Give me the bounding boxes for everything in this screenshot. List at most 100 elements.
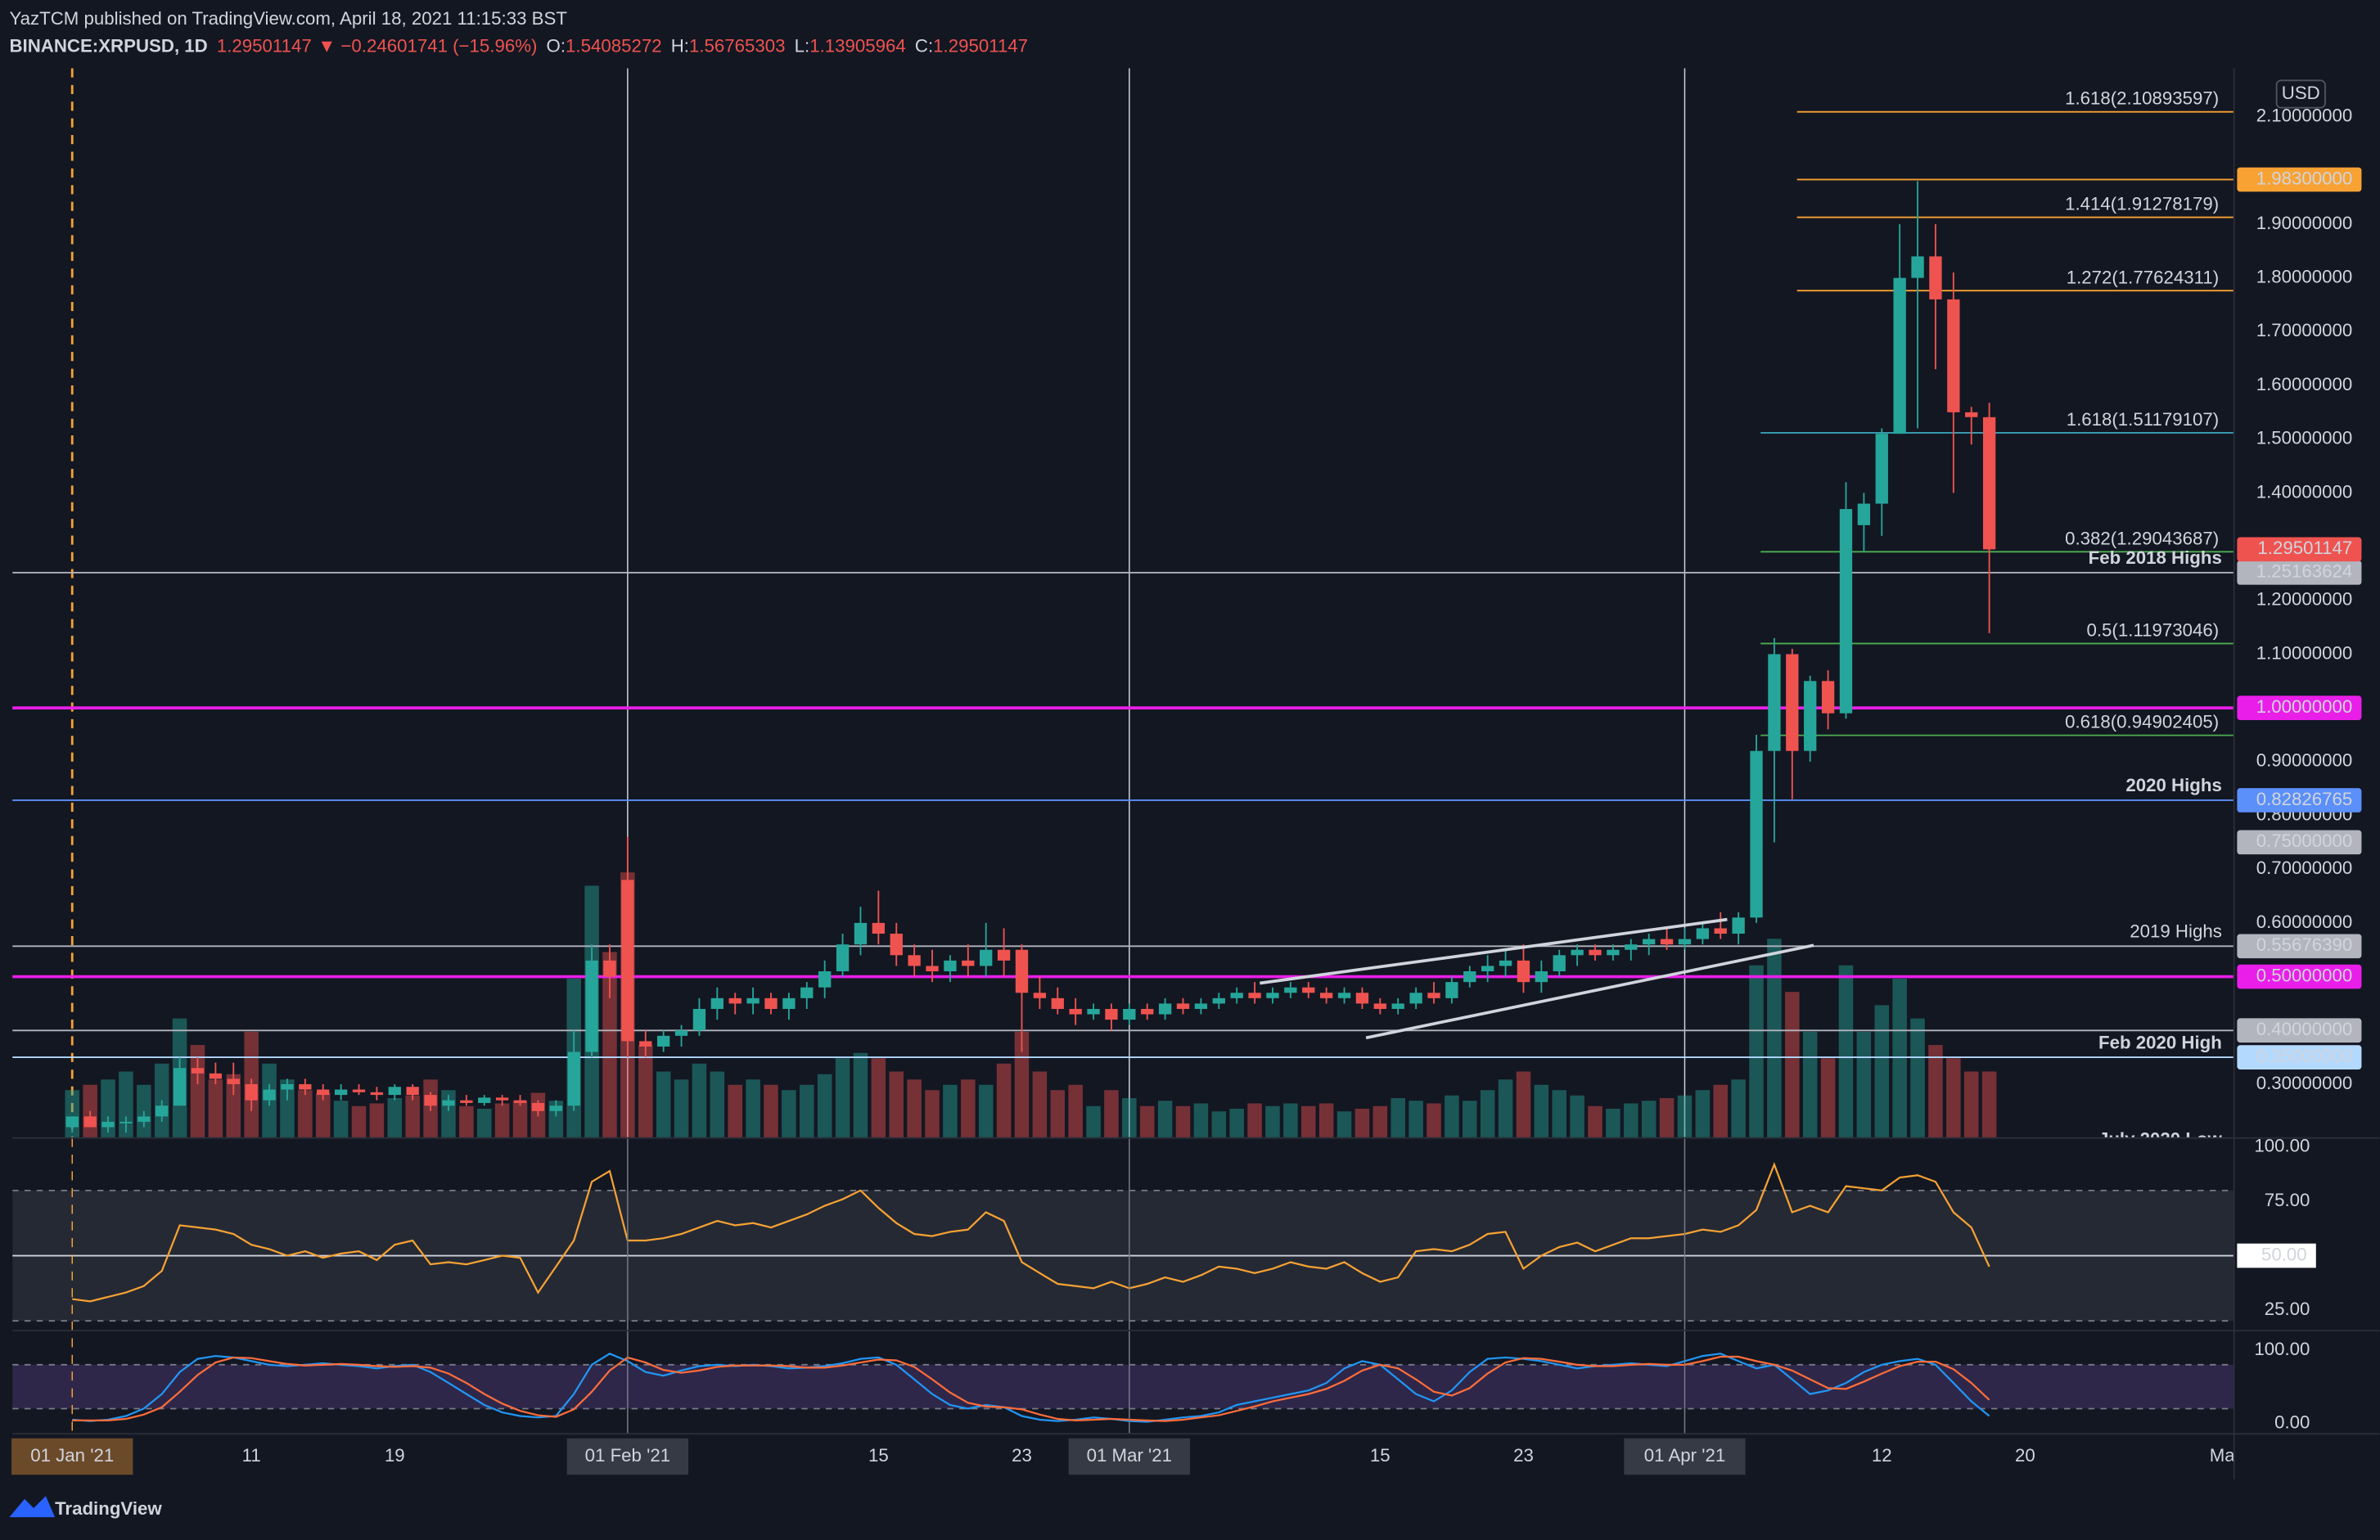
- candle-body: [424, 1095, 437, 1106]
- candle-body: [209, 1073, 223, 1079]
- candle-body: [818, 971, 832, 988]
- volume-bar: [494, 1103, 510, 1138]
- price-tag: [2237, 830, 2362, 855]
- candle-body: [388, 1087, 401, 1096]
- candle-body: [944, 960, 957, 972]
- y-tick-label: 2.10000000: [2256, 105, 2353, 125]
- volume-bar: [1122, 1097, 1137, 1138]
- volume-bar: [1624, 1103, 1639, 1138]
- x-tick-box: [1624, 1438, 1746, 1475]
- symbol: BINANCE:XRPUSD, 1D: [9, 35, 207, 56]
- volume-bar: [1014, 1031, 1030, 1138]
- volume-bar: [405, 1095, 420, 1138]
- price-tag-label: 0.35000000: [2256, 1046, 2353, 1066]
- volume-bar: [1534, 1084, 1549, 1138]
- symbol-line: BINANCE:XRPUSD, 1D 1.29501147 ▼ −0.2460174…: [9, 35, 1028, 56]
- candle-body: [872, 922, 886, 934]
- candle-body: [442, 1100, 455, 1106]
- level-label: 1.618(2.10893597): [2065, 88, 2219, 109]
- volume-bar: [1659, 1097, 1675, 1138]
- volume-bar: [602, 952, 617, 1138]
- volume-bar: [1086, 1105, 1101, 1138]
- volume-bar: [1802, 1031, 1818, 1138]
- candle-body: [926, 966, 939, 972]
- candle-body: [692, 1008, 706, 1031]
- price-tag: [2237, 561, 2362, 585]
- x-tick-label: 23: [1513, 1445, 1534, 1466]
- currency-box: [2275, 79, 2326, 109]
- candle-body: [1839, 509, 1853, 714]
- volume-bar: [674, 1079, 689, 1138]
- volume-bar: [1713, 1084, 1729, 1138]
- volume-bar: [1068, 1084, 1083, 1138]
- candle-body: [1678, 939, 1692, 945]
- volume-bar: [369, 1103, 385, 1138]
- price-tag-label: 1.29501147: [2257, 538, 2352, 558]
- change: ▼ −0.24601741 (−15.96%): [318, 35, 537, 56]
- candle-body: [1015, 949, 1029, 993]
- candle-body: [1427, 993, 1440, 998]
- price-pane: 1.618(2.10893597) 1.414(1.91278179) 1.272(…: [12, 68, 2234, 1138]
- volume-bar: [1928, 1045, 1943, 1138]
- y-tick-label: 1.50000000: [2256, 428, 2353, 448]
- x-tick-label: 23: [1012, 1445, 1032, 1466]
- volume-bar: [1892, 978, 1907, 1138]
- x-tick-box: [11, 1438, 133, 1475]
- volume-bar: [746, 1079, 760, 1138]
- volume-bar: [835, 1058, 850, 1138]
- candle-body: [1141, 1008, 1154, 1015]
- level-note: 2020 Highs: [2125, 775, 2222, 795]
- ohlc-label: C:: [915, 35, 933, 56]
- candle-body: [478, 1097, 491, 1103]
- volume-bar: [1355, 1108, 1370, 1138]
- volume-bar: [1641, 1101, 1657, 1138]
- y-tick-label: 0.90000000: [2256, 750, 2353, 771]
- x-tick-label: Ma: [2210, 1445, 2236, 1466]
- candle-body: [1804, 681, 1817, 751]
- volume-bar: [907, 1079, 922, 1138]
- price-tag: [2237, 1018, 2362, 1043]
- volume-bar: [1570, 1095, 1584, 1138]
- candle-body: [674, 1030, 688, 1036]
- volume-bar: [1427, 1103, 1441, 1138]
- volume-bar: [1445, 1095, 1459, 1138]
- candle-body: [1553, 955, 1566, 972]
- candle-body: [1194, 1003, 1208, 1009]
- volume-bar: [351, 1105, 367, 1138]
- candle-body: [549, 1105, 562, 1111]
- candle-body: [1337, 993, 1351, 998]
- volume-bar: [512, 1101, 528, 1138]
- volume-bar: [656, 1071, 671, 1138]
- price-tag-label: 0.40000000: [2256, 1019, 2353, 1039]
- price-tag: [2237, 934, 2362, 959]
- volume-bar: [1785, 992, 1800, 1138]
- volume-bar: [692, 1063, 707, 1138]
- ohlc-label: H:: [671, 35, 689, 56]
- candle-body: [908, 955, 921, 966]
- candle-body: [1714, 928, 1727, 934]
- volume-bar: [1193, 1103, 1209, 1138]
- price-tag: [2237, 1045, 2362, 1069]
- volume-bar: [1981, 1071, 1997, 1138]
- volume-bar: [1211, 1111, 1227, 1138]
- volume-bar: [1856, 1031, 1872, 1138]
- stoch-tick-label: 0.00: [2274, 1412, 2310, 1432]
- candle-body: [1284, 987, 1297, 993]
- volume-bar: [226, 1074, 241, 1138]
- volume-bar: [387, 1097, 403, 1138]
- x-tick-label: 01 Feb '21: [585, 1445, 670, 1466]
- rsi-tag-label: 50.00: [2261, 1244, 2307, 1264]
- ohlc-value: 1.54085272: [566, 35, 662, 56]
- volume-bar: [889, 1071, 904, 1138]
- y-tick-label: 1.70000000: [2256, 320, 2353, 340]
- candle-body: [1051, 997, 1064, 1009]
- level-label: 1.272(1.77624311): [2067, 267, 2219, 287]
- candle-body: [281, 1083, 294, 1090]
- candle-body: [836, 944, 850, 972]
- candle-body: [567, 1051, 580, 1106]
- candle-body: [1929, 256, 1942, 299]
- candle-body: [191, 1068, 205, 1074]
- candle-body: [1643, 939, 1656, 945]
- volume-bar: [1247, 1103, 1262, 1138]
- level-note: 2019 Highs: [2130, 921, 2222, 941]
